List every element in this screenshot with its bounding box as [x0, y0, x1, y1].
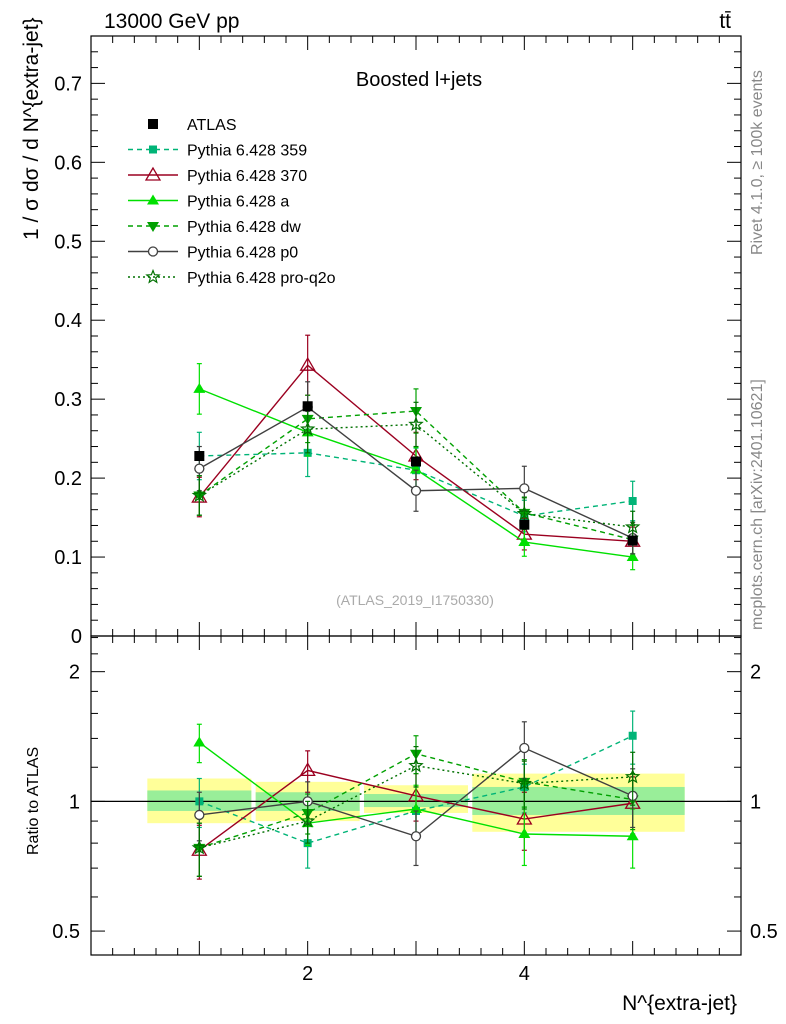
legend-label: Pythia 6.428 359	[187, 143, 307, 160]
atlas-data-point	[519, 519, 530, 530]
legend-marker	[144, 166, 162, 181]
mcplots-site-label: mcplots.cern.ch [arXiv:2401.10621]	[749, 379, 766, 630]
legend-label: Pythia 6.428 370	[187, 168, 307, 185]
legend-label-atlas: ATLAS	[187, 117, 237, 134]
energy-label: 13000 GeV pp	[104, 10, 239, 33]
atlas-data-point	[411, 456, 421, 467]
ratio-y-tick-label-left: 2	[69, 662, 80, 684]
ratio-data-point	[194, 809, 205, 821]
legend-marker	[147, 222, 159, 232]
ratio-y-tick-label-right: 2	[750, 662, 761, 684]
plot-title: Boosted l+jets	[356, 69, 482, 91]
ratio-y-tick-label-right: 1	[750, 791, 761, 813]
ratio-series-pythia-6-428-p0	[194, 721, 638, 867]
legend-marker	[147, 194, 159, 205]
ratio-data-point	[193, 736, 206, 747]
ratio-data-point	[516, 775, 533, 791]
main-data-point	[516, 505, 533, 521]
main-data-point	[518, 536, 531, 547]
legend-marker	[147, 246, 159, 257]
ratio-data-point	[410, 803, 422, 814]
main-data-point	[626, 551, 639, 562]
legend: ATLAS Pythia 6.428 359 Pythia 6.428 370 Pyt…	[128, 117, 336, 287]
y-tick-label: 0.5	[54, 231, 82, 253]
x-axis-title: N^{extra-jet}	[622, 992, 737, 1015]
ratio-data-point	[519, 742, 530, 754]
y-axis-title: 1 / σ dσ / d N^{extra-jet}	[20, 17, 43, 240]
ratio-series-pythia-6-428-pro-q2o	[191, 746, 641, 877]
y-tick-label: 0.1	[54, 547, 82, 569]
ratio-y-tick-label-right: 0.5	[750, 921, 778, 943]
atlas-data-point	[627, 535, 638, 546]
legend-label: Pythia 6.428 pro-q2o	[187, 270, 336, 287]
ratio-y-tick-label-left: 1	[69, 791, 80, 813]
atlas-data-point	[302, 401, 313, 412]
ratio-data-point	[410, 831, 422, 842]
y-tick-label: 0.4	[54, 310, 82, 332]
y-tick-label: 0	[71, 626, 82, 648]
ratio-data-point	[518, 828, 531, 839]
main-data-point	[410, 485, 422, 496]
legend-label: Pythia 6.428 dw	[187, 219, 301, 236]
main-data-point	[624, 518, 641, 534]
x-tick-label: 2	[302, 963, 313, 985]
ratio-data-point	[408, 757, 424, 773]
y-tick-label: 0.7	[54, 73, 82, 95]
ratio-data-point	[191, 839, 208, 855]
main-data-point	[628, 497, 637, 505]
ratio-data-point	[299, 762, 316, 777]
y-tick-label: 0.3	[54, 389, 82, 411]
x-tick-label: 4	[519, 963, 530, 985]
main-data-point	[408, 416, 424, 432]
rivet-version-label: Rivet 4.1.0, ≥ 100k events	[749, 70, 766, 255]
ratio-data-point	[626, 830, 639, 841]
main-data-point	[299, 356, 316, 371]
main-data-point	[410, 463, 422, 474]
main-data-point	[191, 487, 208, 503]
main-plot-area: 0.1 0.2 0.3 0.4 0.5 0.6 0.7 0	[54, 35, 742, 648]
y-tick-label: 0.6	[54, 152, 82, 174]
ratio-y-tick-label-left: 0.5	[52, 921, 80, 943]
legend-marker-atlas	[148, 119, 158, 129]
ratio-data-point	[628, 731, 637, 740]
y-tick-label: 0.2	[54, 468, 82, 490]
analysis-tag: (ATLAS_2019_I1750330)	[336, 592, 494, 608]
main-data-point	[193, 382, 206, 393]
ratio-plot-area: 2 4 0.5 0.5 1 1 2 2	[52, 635, 778, 985]
main-data-point	[519, 483, 530, 494]
main-data-point	[299, 421, 316, 436]
ratio-data-point	[624, 768, 641, 784]
ratio-y-axis-title: Ratio to ATLAS	[25, 747, 42, 855]
atlas-data-point	[194, 451, 205, 461]
ratio-data-point	[299, 812, 316, 828]
main-series-line	[198, 410, 633, 541]
legend-marker	[145, 268, 161, 284]
legend-label: Pythia 6.428 p0	[187, 245, 298, 262]
legend-marker	[149, 145, 157, 154]
process-label: tt̄	[719, 10, 731, 33]
main-data-point	[194, 463, 205, 474]
legend-label: Pythia 6.428 a	[187, 194, 289, 211]
